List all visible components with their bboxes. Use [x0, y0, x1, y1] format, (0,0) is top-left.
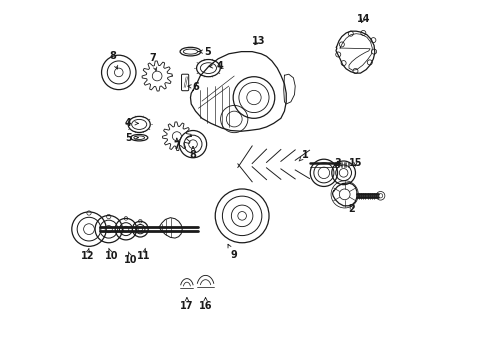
Text: 15: 15 — [349, 158, 362, 168]
Text: 11: 11 — [137, 248, 150, 261]
Text: 13: 13 — [252, 36, 266, 46]
Text: 4: 4 — [209, 61, 223, 71]
Text: 10: 10 — [124, 252, 138, 265]
Text: 1: 1 — [299, 150, 309, 161]
Text: 5: 5 — [125, 133, 138, 143]
Text: 6: 6 — [188, 82, 199, 92]
Text: 8: 8 — [190, 147, 196, 160]
Text: 17: 17 — [180, 297, 194, 311]
Text: 4: 4 — [125, 118, 138, 128]
Text: 9: 9 — [228, 244, 237, 260]
Text: 3: 3 — [334, 158, 341, 168]
Text: 8: 8 — [109, 51, 118, 69]
FancyBboxPatch shape — [181, 74, 189, 91]
Text: 5: 5 — [198, 46, 211, 57]
Text: 7: 7 — [173, 138, 180, 151]
Text: 2: 2 — [348, 204, 355, 214]
Text: 16: 16 — [199, 297, 212, 311]
Text: 12: 12 — [80, 248, 94, 261]
Text: 7: 7 — [149, 53, 157, 71]
Text: 14: 14 — [357, 14, 370, 24]
Text: 10: 10 — [105, 248, 119, 261]
